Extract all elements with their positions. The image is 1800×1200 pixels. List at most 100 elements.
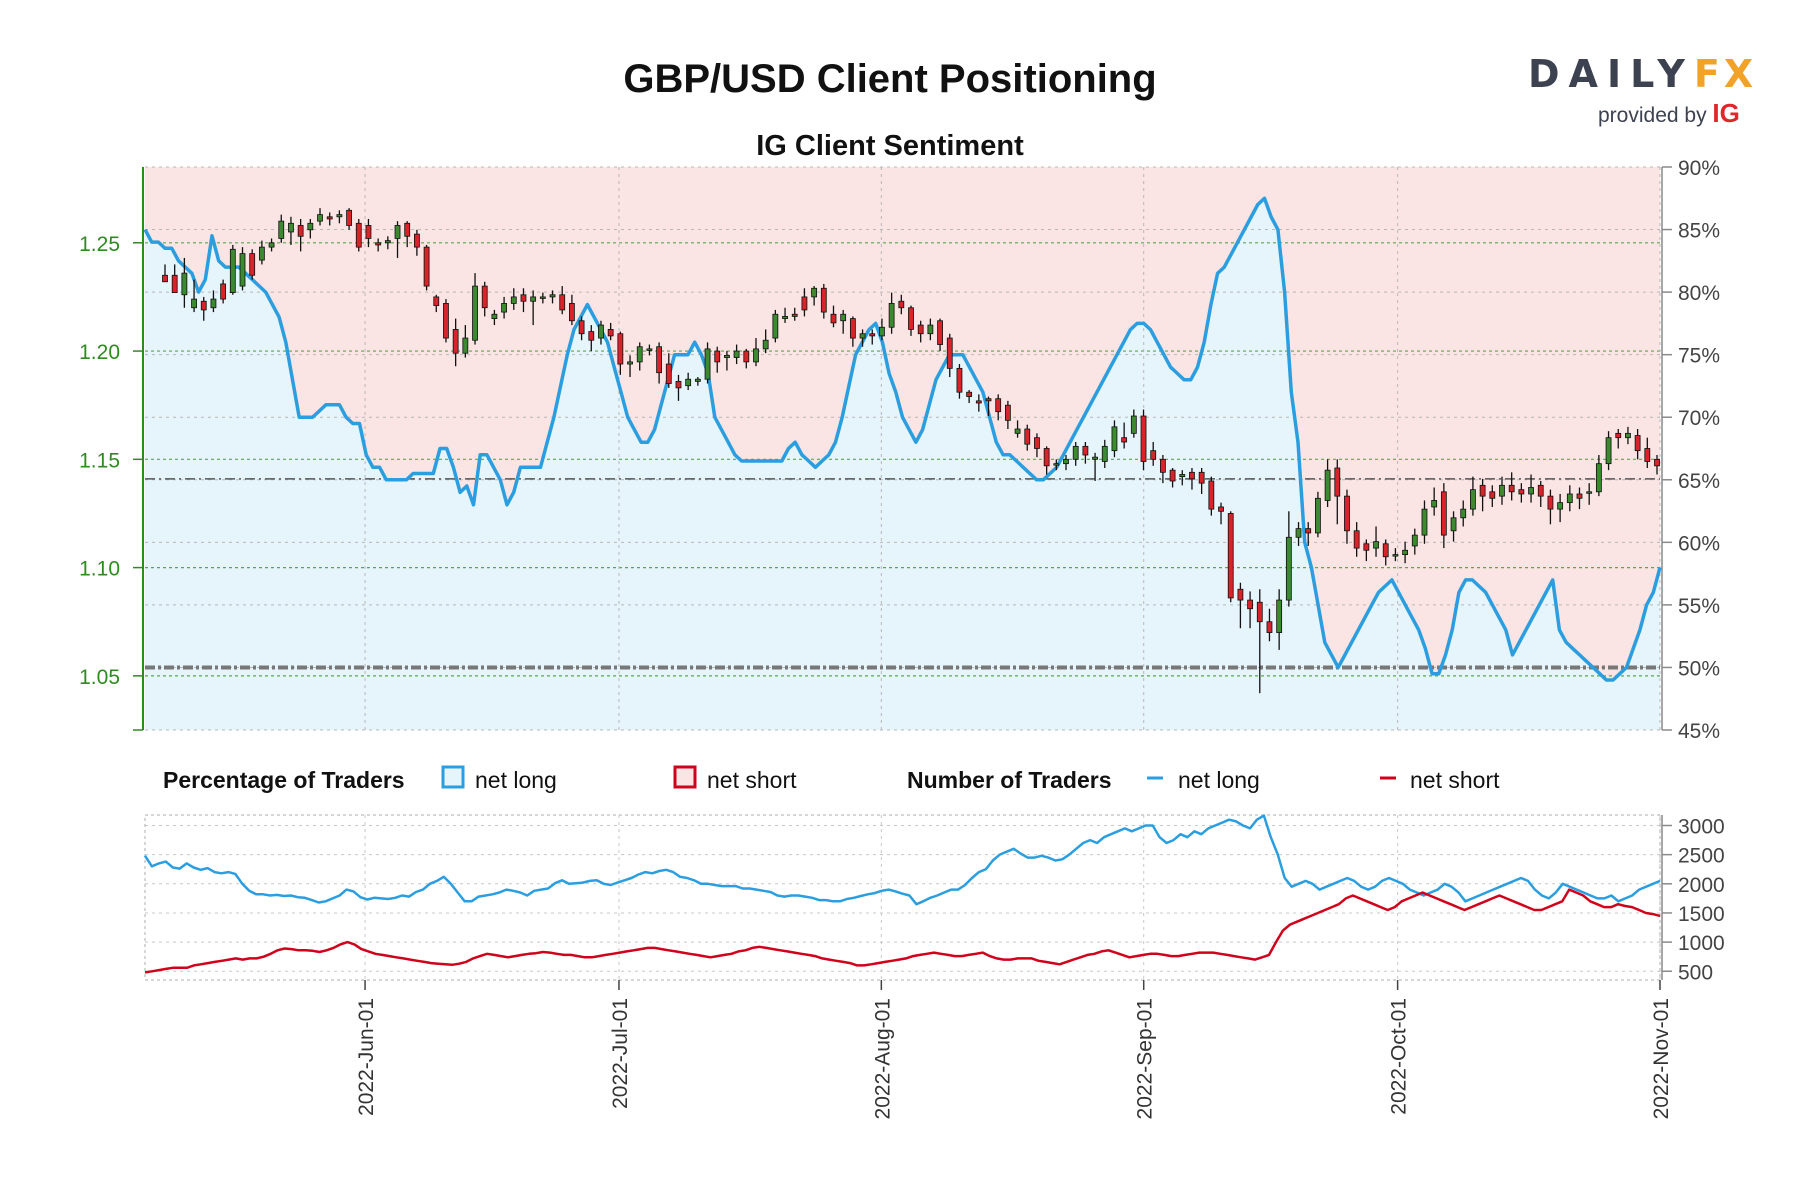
candle-body <box>375 242 382 246</box>
candle-body <box>811 287 818 298</box>
candle-body <box>171 274 178 293</box>
count-tick-label: 3000 <box>1678 815 1725 838</box>
count-tick-label: 2000 <box>1678 874 1725 897</box>
candle-body <box>1082 445 1089 456</box>
candle-body <box>578 320 585 335</box>
candle-body <box>762 339 769 350</box>
candle-body <box>1256 601 1263 623</box>
candle-body <box>1382 543 1389 558</box>
candle-body <box>510 296 517 304</box>
date-axis: 2022-Jun-01 2022-Jul-01 2022-Aug-01 2022-Se… <box>355 980 1673 1119</box>
candle-body <box>704 348 711 380</box>
chart-title: GBP/USD Client Positioning <box>623 57 1156 101</box>
trader-count-panel: 500 1000 1500 2000 2500 3000 <box>143 814 1725 984</box>
percent-tick-label: 50% <box>1678 657 1720 680</box>
candle-body <box>646 348 653 351</box>
candle-body <box>1024 428 1031 445</box>
percent-tick-label: 75% <box>1678 345 1720 368</box>
count-tick-label: 1500 <box>1678 903 1725 926</box>
legend-long-swatch <box>441 765 465 789</box>
price-tick-label: 1.10 <box>79 558 120 581</box>
count-tick-label: 500 <box>1678 961 1713 984</box>
candle-body <box>1218 506 1224 512</box>
date-tick-label: 2022-Jul-01 <box>609 998 632 1109</box>
candle-body <box>830 313 837 324</box>
candle-body <box>1111 426 1118 452</box>
candle-body <box>462 337 469 354</box>
candle-body <box>927 324 934 335</box>
candle-body <box>297 225 304 237</box>
candle-body <box>1605 437 1612 465</box>
candle-body <box>491 313 498 319</box>
candle-body <box>336 214 343 218</box>
candle-body <box>1043 448 1050 467</box>
candle-body <box>1363 543 1370 551</box>
price-tick-label: 1.05 <box>79 666 120 689</box>
candle-body <box>307 222 314 231</box>
legend-number-heading: Number of Traders <box>907 767 1112 793</box>
brand-name-fx: FX <box>1693 52 1758 96</box>
candle-body <box>1121 437 1128 443</box>
candle-body <box>1595 463 1602 493</box>
candle-body <box>791 313 798 317</box>
candle-body <box>956 367 963 393</box>
candle-body <box>694 378 701 382</box>
candle-body <box>985 398 992 402</box>
brand-name-daily: DAILY <box>1528 52 1694 96</box>
candle-body <box>1179 474 1186 478</box>
legend-num-short-label: net short <box>1410 767 1500 793</box>
candle-body <box>1285 536 1292 601</box>
candle-body <box>404 222 411 237</box>
candle-body <box>1237 588 1244 601</box>
candle-body <box>1499 484 1505 497</box>
candle-body <box>753 348 759 363</box>
candle-body <box>1198 471 1205 484</box>
candle-body <box>1479 484 1486 497</box>
candle-body <box>995 398 1002 413</box>
net-short-count-line <box>144 888 1661 974</box>
legend-short-swatch <box>673 765 697 789</box>
candle-body <box>288 222 294 233</box>
candle-body <box>539 296 546 299</box>
candle-body <box>1159 458 1166 473</box>
candle-body <box>1353 530 1360 549</box>
candle-body <box>975 400 982 404</box>
candle-body <box>365 225 372 239</box>
candle-body <box>530 296 537 302</box>
candle-body <box>200 300 207 311</box>
candle-body <box>355 222 362 248</box>
candle-body <box>229 248 236 293</box>
candle-body <box>1063 458 1069 465</box>
candle-body <box>1625 432 1631 439</box>
candle-body <box>258 246 265 261</box>
candle-body <box>278 220 285 239</box>
legend-percentage-heading: Percentage of Traders <box>163 767 405 793</box>
candle-body <box>665 363 672 384</box>
candle-body <box>1344 495 1350 532</box>
candle-body <box>1247 599 1253 610</box>
brand-provider: provided by IG <box>1528 98 1748 129</box>
candle-body <box>966 391 973 397</box>
candle-body <box>714 350 721 363</box>
candle-body <box>869 333 876 337</box>
percent-tick-label: 80% <box>1678 282 1720 305</box>
candle-body <box>472 285 478 341</box>
percent-tick-label: 60% <box>1678 532 1720 555</box>
candle-body <box>1460 508 1467 519</box>
candle-body <box>1450 517 1457 532</box>
candle-body <box>1402 549 1409 556</box>
candle-body <box>879 326 885 337</box>
candle-body <box>1324 469 1331 501</box>
main-panel: 1.05 1.10 1.15 1.20 1.25 45% 50% 55% 60% 65% 70% 75… <box>79 157 1720 743</box>
candle-body <box>1101 445 1108 462</box>
candle-body <box>1634 435 1641 452</box>
net-long-percent-line <box>143 196 1662 682</box>
candle-body <box>384 240 391 244</box>
candle-body <box>1528 487 1534 495</box>
candle-body <box>937 320 943 345</box>
candle-body <box>1411 534 1418 547</box>
candle-body <box>520 294 527 302</box>
candle-body <box>501 303 507 313</box>
legend-pct-long-label: net long <box>475 767 557 793</box>
